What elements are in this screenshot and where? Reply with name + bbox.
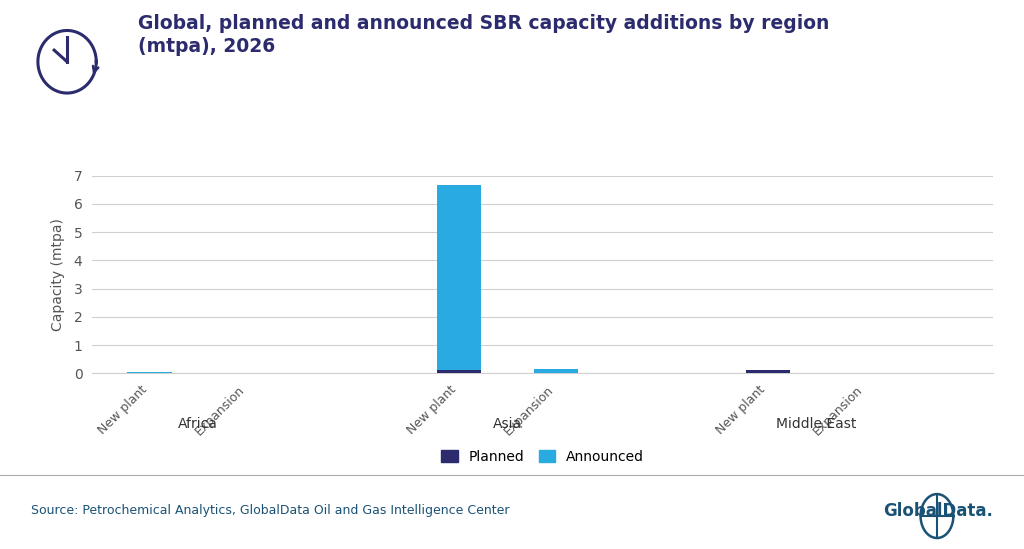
Bar xyxy=(128,372,172,373)
Text: Africa: Africa xyxy=(178,417,218,431)
Text: GlobalData.: GlobalData. xyxy=(884,502,993,519)
Bar xyxy=(436,185,481,370)
Bar xyxy=(436,370,481,373)
Legend: Planned, Announced: Planned, Announced xyxy=(435,444,650,469)
Text: Asia: Asia xyxy=(493,417,522,431)
Text: Global, planned and announced SBR capacity additions by region
(mtpa), 2026: Global, planned and announced SBR capaci… xyxy=(138,14,829,56)
Bar xyxy=(534,369,579,373)
Y-axis label: Capacity (mtpa): Capacity (mtpa) xyxy=(51,218,66,331)
Bar xyxy=(745,370,791,373)
Text: Source: Petrochemical Analytics, GlobalData Oil and Gas Intelligence Center: Source: Petrochemical Analytics, GlobalD… xyxy=(31,504,509,517)
Text: Middle East: Middle East xyxy=(776,417,857,431)
